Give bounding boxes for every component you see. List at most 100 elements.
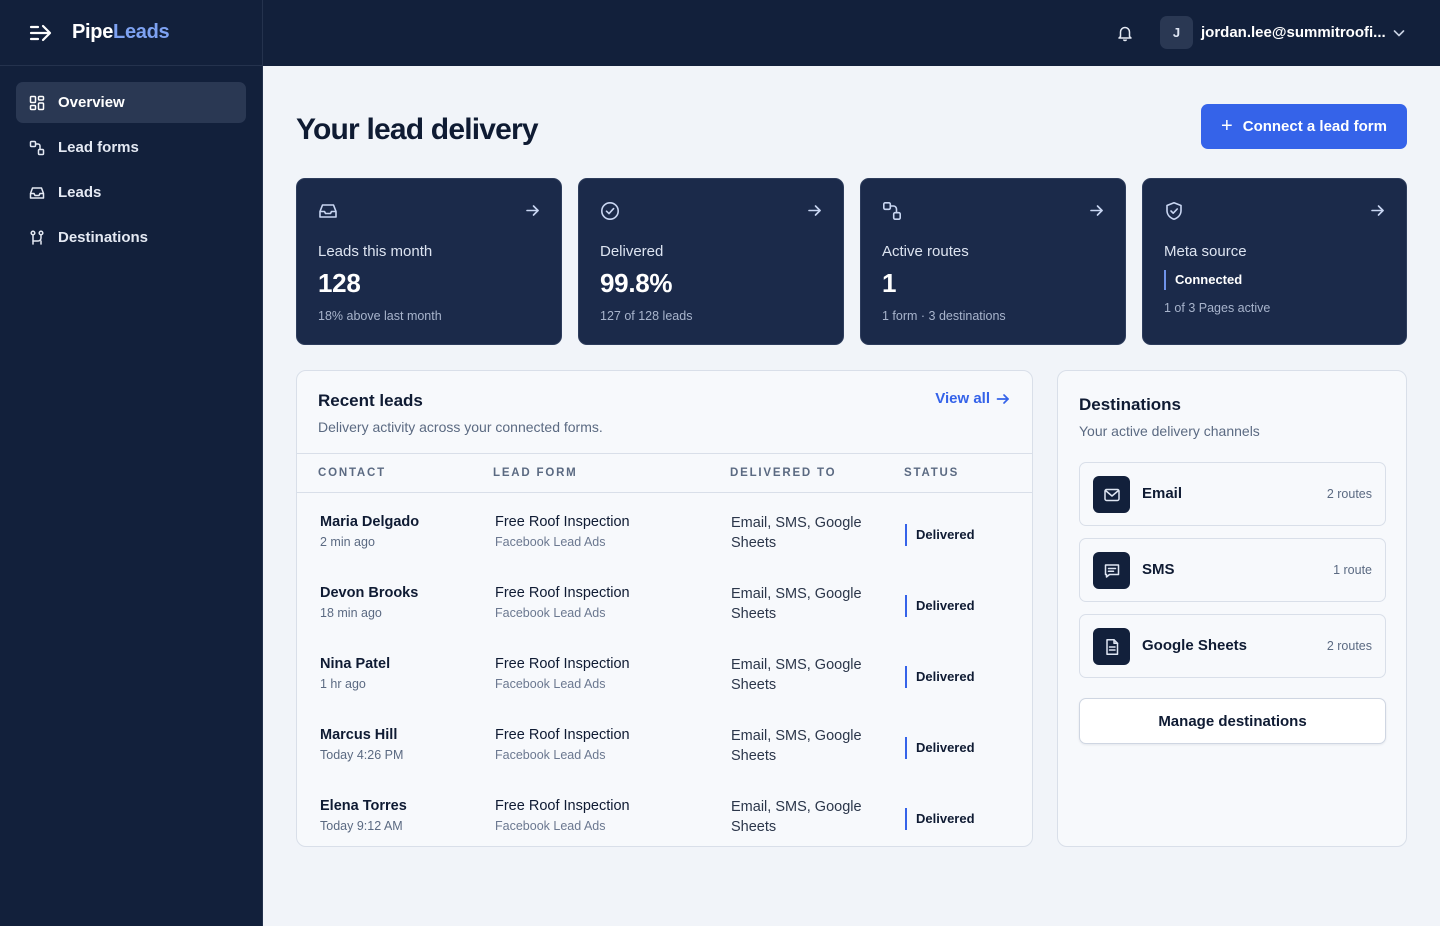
page-title: Your lead delivery <box>296 113 539 146</box>
destination-name: SMS <box>1142 561 1175 578</box>
manage-destinations-button[interactable]: Manage destinations <box>1079 698 1386 744</box>
stat-card-leads[interactable]: Leads this month 128 18% above last mont… <box>296 178 562 345</box>
status-badge: Delivered <box>905 524 975 546</box>
table-row[interactable]: Maria Delgado 2 min ago Free Roof Inspect… <box>297 498 1032 569</box>
delivered-to: Email, SMS, Google Sheets <box>731 728 862 764</box>
column-header-contact: CONTACT <box>318 467 386 479</box>
view-all-link[interactable]: View all <box>935 390 1010 407</box>
lead-form-name: Free Roof Inspection <box>495 727 630 743</box>
contact-time: 18 min ago <box>320 606 382 620</box>
shield-check-icon <box>1166 202 1182 220</box>
avatar[interactable]: J <box>1160 16 1193 49</box>
stat-value: 99.8% <box>600 268 673 298</box>
column-header-delivered-to: DELIVERED TO <box>730 467 837 479</box>
topbar: J jordan.lee@summitroofi... <box>263 0 1440 66</box>
arrow-right-icon <box>808 205 821 216</box>
table-row[interactable]: Marcus Hill Today 4:26 PM Free Roof Inspe… <box>297 711 1032 782</box>
lead-form-source: Facebook Lead Ads <box>495 606 606 620</box>
delivered-to: Email, SMS, Google Sheets <box>731 799 862 835</box>
sidebar-item-label: Destinations <box>58 229 149 246</box>
stat-sub: 127 of 128 leads <box>600 309 693 323</box>
recent-leads-panel: Recent leads Delivery activity across yo… <box>296 370 1033 847</box>
stat-value: 1 <box>882 268 897 298</box>
lead-form-source: Facebook Lead Ads <box>495 748 606 762</box>
stat-sub: 18% above last month <box>318 309 442 323</box>
panel-title: Destinations <box>1079 395 1182 414</box>
user-email[interactable]: jordan.lee@summitroofi... <box>1201 24 1386 41</box>
brand[interactable]: PipeLeads <box>0 0 262 66</box>
contact-name: Elena Torres <box>320 798 407 814</box>
route-icon <box>882 201 901 220</box>
stat-label: Meta source <box>1164 243 1247 260</box>
connect-lead-form-button[interactable]: + Connect a lead form <box>1201 104 1407 149</box>
split-icon <box>30 229 44 245</box>
stat-label: Delivered <box>600 243 664 260</box>
status-badge: Connected <box>1164 270 1242 290</box>
stat-card-active-routes[interactable]: Active routes 1 1 form · 3 destinations <box>860 178 1126 345</box>
sidebar-item-overview[interactable]: Overview <box>16 82 246 123</box>
check-circle-icon <box>601 202 619 220</box>
destination-name: Google Sheets <box>1142 637 1248 654</box>
lead-form-source: Facebook Lead Ads <box>495 535 606 549</box>
status-badge: Delivered <box>905 737 975 759</box>
lead-form-name: Free Roof Inspection <box>495 514 630 530</box>
table-row[interactable]: Devon Brooks 18 min ago Free Roof Inspect… <box>297 569 1032 640</box>
chevron-down-icon[interactable] <box>1392 27 1406 39</box>
destination-count: 2 routes <box>1326 487 1372 501</box>
panel-subtitle: Your active delivery channels <box>1079 423 1260 439</box>
status-badge: Delivered <box>905 595 975 617</box>
sidebar-item-destinations[interactable]: Destinations <box>16 217 246 258</box>
table-row[interactable]: Elena Torres Today 9:12 AM Free Roof Insp… <box>297 782 1032 846</box>
column-header-lead-form: LEAD FORM <box>493 467 578 479</box>
arrow-right-icon <box>526 205 539 216</box>
lead-form-name: Free Roof Inspection <box>495 798 630 814</box>
connect-lead-form-label: Connect a lead form <box>1242 118 1387 135</box>
plus-icon: + <box>1221 114 1233 137</box>
sidebar-item-leads[interactable]: Leads <box>16 172 246 213</box>
view-all-label: View all <box>935 390 990 407</box>
lead-form-name: Free Roof Inspection <box>495 585 630 601</box>
destination-item-google-sheets[interactable]: Google Sheets 2 routes <box>1079 614 1386 678</box>
sidebar-item-lead-forms[interactable]: Lead forms <box>16 127 246 168</box>
sidebar-item-label: Overview <box>58 94 125 111</box>
stat-card-delivered[interactable]: Delivered 99.8% 127 of 128 leads <box>578 178 844 345</box>
arrow-right-icon <box>1371 205 1384 216</box>
contact-time: 2 min ago <box>320 535 375 549</box>
sidebar-item-label: Leads <box>58 184 102 201</box>
contact-name: Nina Patel <box>320 656 391 672</box>
destination-count: 1 route <box>1333 563 1372 577</box>
panel-subtitle: Delivery activity across your connected … <box>318 419 603 435</box>
status-badge: Delivered <box>905 808 975 830</box>
contact-name: Marcus Hill <box>320 727 398 743</box>
stat-label: Active routes <box>882 243 969 260</box>
route-icon <box>29 140 45 155</box>
delivered-to: Email, SMS, Google Sheets <box>731 586 862 622</box>
contact-time: Today 4:26 PM <box>320 748 404 762</box>
table-row[interactable]: Nina Patel 1 hr ago Free Roof Inspection F… <box>297 640 1032 711</box>
arrow-right-icon <box>1090 205 1103 216</box>
table-header: CONTACT LEAD FORM DELIVERED TO STATUS <box>297 453 1032 493</box>
sidebar-item-label: Lead forms <box>58 139 139 156</box>
bell-icon[interactable] <box>1116 24 1134 42</box>
message-icon <box>1093 552 1130 589</box>
contact-time: Today 9:12 AM <box>320 819 403 833</box>
stat-card-meta-source[interactable]: Meta source Connected 1 of 3 Pages activ… <box>1142 178 1407 345</box>
contact-time: 1 hr ago <box>320 677 366 691</box>
stat-sub: 1 of 3 Pages active <box>1164 301 1271 315</box>
arrow-right-icon <box>996 393 1009 404</box>
grid-icon <box>29 95 45 110</box>
destinations-panel: Destinations Your active delivery channe… <box>1057 370 1407 847</box>
arrow-right-lines-icon <box>29 24 52 41</box>
destination-name: Email <box>1142 485 1183 502</box>
lead-form-source: Facebook Lead Ads <box>495 677 606 691</box>
destination-count: 2 routes <box>1326 639 1372 653</box>
lead-form-name: Free Roof Inspection <box>495 656 630 672</box>
destination-item-sms[interactable]: SMS 1 route <box>1079 538 1386 602</box>
status-badge: Delivered <box>905 666 975 688</box>
destination-item-email[interactable]: Email 2 routes <box>1079 462 1386 526</box>
mail-icon <box>1093 476 1130 513</box>
stat-value: 128 <box>318 268 361 298</box>
panel-title: Recent leads <box>318 391 423 410</box>
contact-name: Maria Delgado <box>320 514 420 530</box>
column-header-status: STATUS <box>904 467 960 479</box>
